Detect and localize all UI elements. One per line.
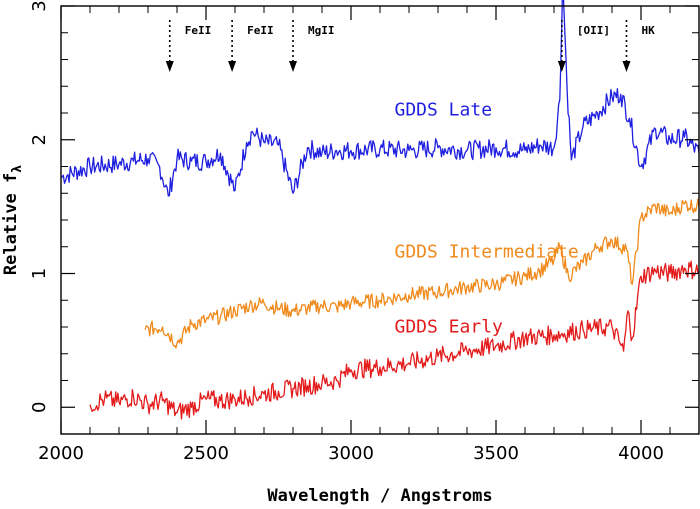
line-marker-3: [OII] (557, 20, 610, 72)
series-layer (60, 0, 700, 420)
y-tick-label: 1 (29, 268, 50, 279)
series-line-gdds-late (60, 0, 700, 197)
line-marker-label: FeII (185, 24, 212, 37)
line-marker-arrowhead (622, 61, 631, 72)
y-tick-label: 2 (29, 134, 50, 145)
line-marker-layer: FeII FeII MgII [OII] HK (165, 20, 656, 72)
y-tick-label: 0 (29, 402, 50, 413)
x-axis-label: Wavelength / Angstroms (267, 486, 492, 506)
line-marker-label: HK (642, 24, 656, 37)
x-tick-label: 2500 (183, 443, 229, 464)
x-tick-label: 3000 (328, 443, 374, 464)
series-label-gdds-intermediate: GDDS Intermediate (395, 241, 579, 262)
line-marker-arrowhead (289, 61, 297, 72)
line-marker-label: [OII] (577, 24, 610, 37)
y-tick-label: 3 (29, 0, 50, 11)
series-line-gdds-early (89, 260, 700, 420)
y-axis-label-subscript: λ (10, 165, 25, 173)
line-marker-label: MgII (308, 24, 335, 37)
line-marker-label: FeII (247, 24, 274, 37)
y-axis-label: Relative fλ (1, 165, 25, 275)
y-axis-label-main: Relative f (1, 173, 21, 275)
line-marker-0: FeII (165, 20, 212, 72)
x-tick-label: 3500 (473, 443, 519, 464)
line-marker-1: FeII (228, 20, 274, 72)
y-axis-label-group: Relative fλ (1, 165, 25, 275)
series-label-gdds-early: GDDS Early (395, 316, 504, 337)
line-marker-4: HK (622, 20, 656, 72)
line-marker-arrowhead (228, 61, 237, 72)
line-marker-arrowhead (165, 61, 174, 72)
tick-layer: 2000 2500 3000 3500 4000 0 1 2 3 (29, 0, 700, 464)
series-label-layer: GDDS Late GDDS Intermediate GDDS Early (395, 100, 579, 338)
line-marker-2: MgII (289, 20, 335, 72)
series-line-gdds-intermediate (144, 198, 700, 349)
series-label-gdds-late: GDDS Late (395, 100, 493, 121)
line-marker-arrowhead (557, 61, 566, 72)
x-tick-label: 2000 (38, 443, 84, 464)
x-tick-label: 4000 (618, 443, 664, 464)
